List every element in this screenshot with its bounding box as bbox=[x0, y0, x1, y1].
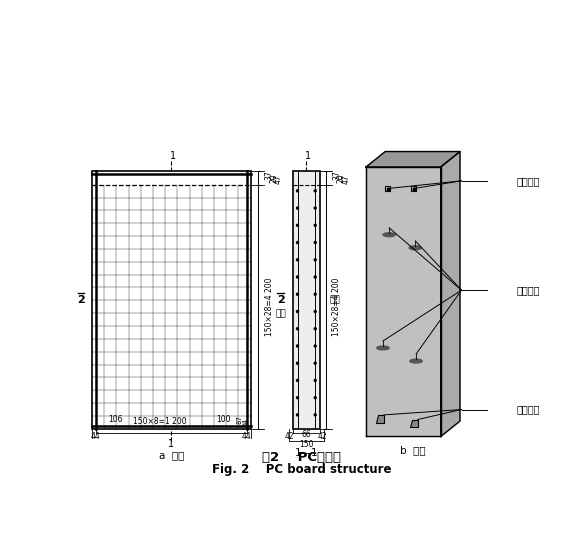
Bar bbox=[385, 186, 390, 191]
Text: 20: 20 bbox=[269, 173, 278, 182]
Text: a  配筋: a 配筋 bbox=[159, 450, 184, 460]
Circle shape bbox=[314, 397, 316, 399]
Circle shape bbox=[296, 345, 299, 347]
Text: 44: 44 bbox=[242, 432, 252, 441]
Circle shape bbox=[296, 397, 299, 399]
Text: 44: 44 bbox=[91, 432, 101, 441]
Text: 1: 1 bbox=[170, 151, 176, 161]
Circle shape bbox=[296, 414, 299, 416]
Circle shape bbox=[314, 379, 316, 381]
Circle shape bbox=[296, 293, 299, 295]
Text: 下部埋件: 下部埋件 bbox=[516, 405, 540, 414]
Polygon shape bbox=[293, 171, 320, 429]
Ellipse shape bbox=[410, 359, 422, 363]
Text: 室内: 室内 bbox=[275, 309, 286, 318]
Circle shape bbox=[296, 379, 299, 381]
Text: 47: 47 bbox=[274, 174, 283, 184]
Ellipse shape bbox=[377, 346, 389, 350]
Text: 42: 42 bbox=[285, 432, 295, 441]
Circle shape bbox=[296, 310, 299, 313]
Text: 42: 42 bbox=[318, 432, 328, 441]
Circle shape bbox=[296, 242, 299, 244]
Polygon shape bbox=[366, 152, 460, 167]
Circle shape bbox=[314, 259, 316, 261]
Text: 150×8=1 200: 150×8=1 200 bbox=[133, 416, 186, 426]
Text: 106: 106 bbox=[108, 415, 122, 424]
Text: 150×28=4 200: 150×28=4 200 bbox=[265, 278, 273, 336]
Text: b  结构: b 结构 bbox=[400, 445, 426, 455]
Circle shape bbox=[296, 328, 299, 330]
Polygon shape bbox=[376, 415, 384, 423]
Text: 37: 37 bbox=[332, 171, 341, 180]
Text: 150×28=4 200: 150×28=4 200 bbox=[332, 278, 341, 336]
Circle shape bbox=[296, 207, 299, 209]
Circle shape bbox=[314, 276, 316, 278]
Text: 66: 66 bbox=[302, 430, 311, 440]
Circle shape bbox=[296, 190, 299, 192]
Polygon shape bbox=[441, 152, 460, 436]
Circle shape bbox=[314, 190, 316, 192]
Text: 室外: 室外 bbox=[329, 295, 340, 305]
Circle shape bbox=[314, 224, 316, 226]
Text: 1: 1 bbox=[168, 439, 174, 449]
Circle shape bbox=[296, 259, 299, 261]
Circle shape bbox=[314, 207, 316, 209]
Circle shape bbox=[314, 414, 316, 416]
Polygon shape bbox=[366, 167, 441, 436]
Circle shape bbox=[314, 293, 316, 295]
Circle shape bbox=[314, 328, 316, 330]
Text: 150: 150 bbox=[299, 440, 313, 449]
Text: 37: 37 bbox=[265, 171, 273, 180]
Text: 34: 34 bbox=[242, 418, 248, 427]
Text: 1—1: 1—1 bbox=[295, 448, 318, 458]
Circle shape bbox=[314, 362, 316, 364]
Ellipse shape bbox=[409, 246, 422, 250]
Circle shape bbox=[296, 276, 299, 278]
Text: Fig. 2    PC board structure: Fig. 2 PC board structure bbox=[212, 463, 391, 476]
Text: 87: 87 bbox=[237, 415, 243, 424]
Ellipse shape bbox=[383, 233, 395, 237]
Bar bbox=[411, 186, 416, 191]
Text: 图2    PC板结构: 图2 PC板结构 bbox=[262, 451, 341, 464]
Circle shape bbox=[296, 224, 299, 226]
Text: 1: 1 bbox=[305, 151, 311, 161]
Text: 上部埋件: 上部埋件 bbox=[516, 176, 540, 186]
Text: 100: 100 bbox=[216, 415, 231, 424]
Text: 起吐埋件: 起吐埋件 bbox=[516, 285, 540, 295]
Text: 20: 20 bbox=[337, 173, 346, 182]
Circle shape bbox=[314, 345, 316, 347]
Circle shape bbox=[314, 310, 316, 313]
Circle shape bbox=[314, 242, 316, 244]
Text: 47: 47 bbox=[342, 174, 350, 184]
Text: 2: 2 bbox=[77, 295, 85, 305]
Circle shape bbox=[296, 362, 299, 364]
Text: 2: 2 bbox=[277, 295, 285, 305]
Polygon shape bbox=[410, 420, 417, 427]
